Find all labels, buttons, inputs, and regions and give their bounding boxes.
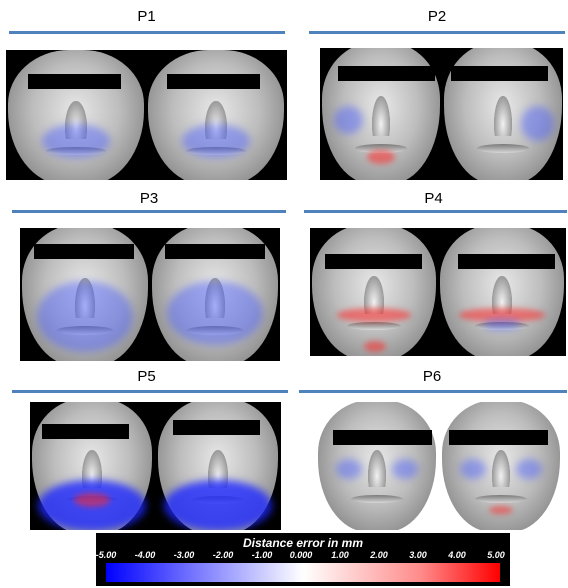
face-scan-image xyxy=(310,228,566,356)
privacy-bar-left xyxy=(338,66,435,81)
colorbar-ticks: -5.00 -4.00 -3.00 -2.00 -1.00 0.000 1.00 2.00 3.… xyxy=(96,550,505,562)
face-right xyxy=(440,228,564,356)
panel-title: P1 xyxy=(137,8,156,25)
colorbar-tick-label: -4.00 xyxy=(134,550,156,560)
panel-p5: P5 xyxy=(5,364,288,532)
face-right xyxy=(442,402,560,530)
privacy-bar-right xyxy=(167,74,260,89)
face-left xyxy=(32,402,152,530)
panel-p1: P1 xyxy=(5,0,288,182)
colorbar-gradient xyxy=(106,563,500,582)
colorbar-tick-label: 4.00 xyxy=(448,550,466,560)
face-left xyxy=(8,50,144,180)
face-scan-image xyxy=(20,228,280,361)
panel-title: P2 xyxy=(427,8,447,25)
colorbar-tick-label: 3.00 xyxy=(409,550,427,560)
panel-title: P6 xyxy=(422,368,442,385)
privacy-bar-left xyxy=(333,430,432,445)
panel-title: P5 xyxy=(137,368,156,385)
panel-title: P4 xyxy=(424,190,443,207)
title-rule xyxy=(9,31,285,34)
face-left xyxy=(318,402,436,530)
privacy-bar-right xyxy=(173,420,260,435)
panel-p3: P3 xyxy=(10,186,288,362)
colorbar-tick-label: -2.00 xyxy=(212,550,234,560)
title-rule xyxy=(12,210,286,213)
colorbar-tick-label: 1.00 xyxy=(331,550,349,560)
colorbar-tick-label: 2.00 xyxy=(370,550,388,560)
privacy-bar-left xyxy=(42,424,129,439)
colorbar-tick-label: 5.00 xyxy=(487,550,505,560)
privacy-bar-left xyxy=(28,74,121,89)
colorbar-tick-label: -1.00 xyxy=(251,550,273,560)
privacy-bar-left xyxy=(325,254,422,269)
face-scan-image xyxy=(6,50,287,180)
colorbar-tick-label: -3.00 xyxy=(173,550,195,560)
privacy-bar-right xyxy=(449,430,548,445)
face-scan-image xyxy=(320,48,563,180)
face-scan-image xyxy=(30,402,281,530)
title-rule xyxy=(309,31,565,34)
privacy-bar-right xyxy=(165,244,265,259)
panel-p2: P2 xyxy=(307,0,567,182)
face-right xyxy=(148,50,284,180)
face-left xyxy=(312,228,436,356)
title-rule xyxy=(299,390,567,393)
privacy-bar-right xyxy=(458,254,555,269)
colorbar-tick-label: -5.00 xyxy=(95,550,117,560)
privacy-bar-left xyxy=(34,244,134,259)
title-rule xyxy=(304,210,567,213)
colorbar-title: Distance error in mm xyxy=(242,536,364,550)
distance-error-colorbar: Distance error in mm -5.00 -4.00 -3.00 -2.0… xyxy=(96,533,510,586)
privacy-bar-right xyxy=(451,66,548,81)
colorbar-tick-label: 0.000 xyxy=(289,550,313,560)
panel-title: P3 xyxy=(139,190,159,207)
title-rule xyxy=(12,390,288,393)
panel-p4: P4 xyxy=(300,186,567,362)
face-scan-image xyxy=(314,402,563,530)
panel-p6: P6 xyxy=(297,364,567,532)
